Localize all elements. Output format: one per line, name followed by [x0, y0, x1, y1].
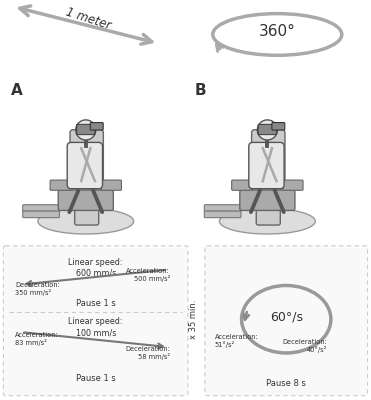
- Text: Deceleration:
40°/s²: Deceleration: 40°/s²: [282, 339, 327, 353]
- Text: 60°/s: 60°/s: [270, 311, 303, 324]
- Text: B: B: [195, 83, 207, 98]
- Text: Deceleration:
350 mm/s²: Deceleration: 350 mm/s²: [15, 282, 60, 296]
- Text: Acceleration:
500 mm/s²: Acceleration: 500 mm/s²: [127, 268, 170, 282]
- Text: Linear speed:
100 mm/s: Linear speed: 100 mm/s: [69, 317, 123, 337]
- FancyBboxPatch shape: [205, 246, 368, 396]
- FancyBboxPatch shape: [50, 180, 70, 190]
- FancyBboxPatch shape: [232, 180, 252, 190]
- FancyBboxPatch shape: [204, 211, 241, 218]
- FancyBboxPatch shape: [256, 188, 280, 225]
- Ellipse shape: [38, 208, 134, 234]
- FancyBboxPatch shape: [3, 246, 188, 396]
- Text: Acceleration:
83 mm/s²: Acceleration: 83 mm/s²: [15, 332, 59, 346]
- FancyBboxPatch shape: [23, 211, 59, 218]
- Text: Deceleration:
58 mm/s²: Deceleration: 58 mm/s²: [125, 346, 170, 360]
- FancyBboxPatch shape: [258, 124, 276, 134]
- FancyBboxPatch shape: [75, 188, 99, 225]
- Circle shape: [76, 120, 96, 140]
- Text: A: A: [12, 83, 23, 98]
- FancyBboxPatch shape: [249, 142, 284, 189]
- Text: Acceleration:
51°/s²: Acceleration: 51°/s²: [215, 334, 259, 348]
- FancyBboxPatch shape: [23, 205, 59, 211]
- Text: Pause 8 s: Pause 8 s: [266, 379, 306, 388]
- FancyBboxPatch shape: [283, 180, 303, 190]
- Text: Linear speed:
600 mm/s: Linear speed: 600 mm/s: [69, 258, 123, 278]
- Ellipse shape: [219, 208, 315, 234]
- FancyBboxPatch shape: [70, 130, 104, 198]
- FancyBboxPatch shape: [101, 180, 121, 190]
- Text: x 35 min.: x 35 min.: [190, 300, 198, 339]
- FancyBboxPatch shape: [252, 130, 285, 198]
- Text: 360°: 360°: [259, 24, 296, 39]
- FancyBboxPatch shape: [240, 190, 295, 210]
- Text: Pause 1 s: Pause 1 s: [76, 299, 116, 308]
- Text: Pause 1 s: Pause 1 s: [76, 374, 116, 383]
- FancyBboxPatch shape: [204, 205, 241, 211]
- Text: 1 meter: 1 meter: [65, 5, 113, 32]
- FancyBboxPatch shape: [272, 122, 285, 130]
- FancyBboxPatch shape: [67, 142, 102, 189]
- Circle shape: [257, 120, 278, 140]
- FancyBboxPatch shape: [90, 122, 103, 130]
- FancyBboxPatch shape: [58, 190, 113, 210]
- FancyBboxPatch shape: [76, 124, 95, 134]
